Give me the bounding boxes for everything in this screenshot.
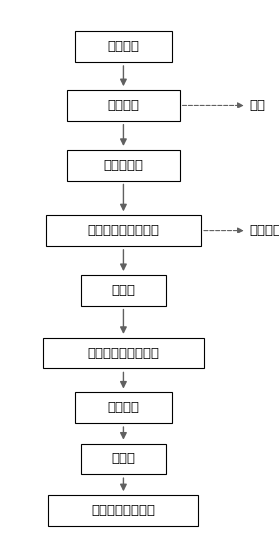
- Bar: [67, 90, 180, 121]
- Text: 出水用于农田灌溉: 出水用于农田灌溉: [92, 504, 155, 517]
- Text: 养猪废水: 养猪废水: [107, 40, 140, 53]
- Text: 泼气收集: 泼气收集: [249, 224, 279, 237]
- Bar: [81, 443, 166, 474]
- Bar: [75, 31, 172, 62]
- Bar: [46, 215, 201, 246]
- Text: 序批式生物膜反应池: 序批式生物膜反应池: [87, 347, 159, 359]
- Text: 内外循环厃氧反应器: 内外循环厃氧反应器: [87, 224, 159, 237]
- Text: 格栅除渣: 格栅除渣: [107, 99, 140, 112]
- Text: 人工湿地: 人工湿地: [107, 401, 140, 414]
- Bar: [49, 495, 198, 526]
- Bar: [67, 150, 180, 180]
- Text: 调节池: 调节池: [111, 284, 135, 297]
- Text: 栅渣: 栅渣: [249, 99, 265, 112]
- Bar: [43, 338, 204, 368]
- Bar: [81, 275, 166, 306]
- Text: 水解酸化池: 水解酸化池: [104, 159, 143, 172]
- Text: 兼性塘: 兼性塘: [111, 453, 135, 465]
- Bar: [75, 392, 172, 423]
